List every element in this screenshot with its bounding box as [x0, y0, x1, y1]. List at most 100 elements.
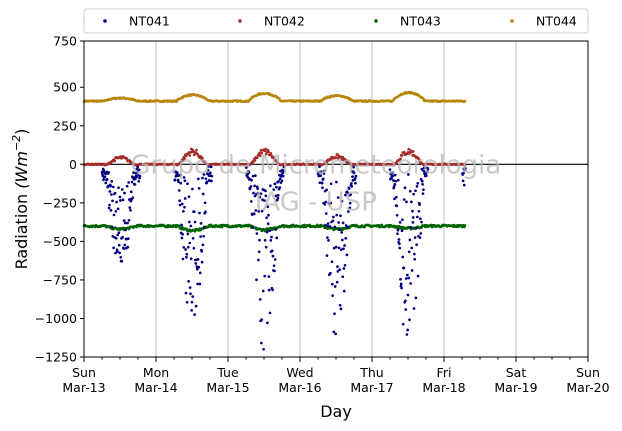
nt041-point	[418, 236, 422, 239]
nt041-point	[410, 269, 414, 272]
nt041-point	[267, 288, 271, 292]
nt041-point	[407, 173, 410, 176]
nt041-point	[336, 265, 339, 268]
nt041-point	[340, 231, 343, 234]
nt042-point	[201, 156, 204, 160]
nt042-point	[407, 147, 411, 151]
nt041-point	[204, 210, 207, 214]
y-tick-label: 250	[53, 118, 77, 133]
nt041-point	[354, 174, 358, 178]
nt041-point	[332, 215, 335, 219]
nt041-point	[137, 179, 141, 183]
nt041-point	[354, 181, 357, 185]
nt041-point	[254, 209, 258, 212]
nt041-point	[183, 197, 187, 200]
nt042-point	[400, 154, 404, 157]
nt041-point	[391, 174, 395, 178]
nt041-point	[324, 212, 328, 215]
nt041-point	[101, 174, 105, 178]
y-axis-title-close: )	[12, 129, 31, 135]
nt041-point	[331, 294, 334, 297]
nt041-point	[414, 189, 417, 193]
legend-label: NT041	[129, 14, 170, 29]
nt041-point	[181, 232, 184, 236]
nt041-point	[129, 208, 132, 212]
nt041-point	[268, 311, 272, 315]
nt041-point	[410, 200, 413, 204]
x-tick-label-date: Mar-14	[134, 380, 177, 395]
nt042-point	[195, 148, 198, 152]
nt042-point	[258, 154, 262, 158]
nt041-point	[123, 243, 127, 247]
nt041-point	[116, 207, 120, 211]
nt041-point	[258, 195, 262, 199]
nt042-point	[113, 159, 117, 163]
x-tick-label-date: Mar-15	[206, 380, 249, 395]
nt041-point	[329, 182, 333, 186]
nt041-point	[263, 274, 267, 278]
nt041-point	[191, 187, 194, 191]
nt041-point	[333, 285, 337, 288]
nt041-point	[122, 247, 126, 251]
nt041-point	[116, 233, 120, 237]
nt041-point	[200, 260, 204, 264]
nt041-point	[263, 239, 267, 242]
y-tick-label: 500	[53, 80, 77, 95]
nt041-point	[180, 202, 184, 206]
nt041-point	[127, 181, 130, 184]
nt041-point	[181, 257, 185, 261]
x-tick-label-day: Fri	[437, 365, 452, 380]
x-tick-label-day: Sun	[576, 365, 600, 380]
nt041-point	[207, 165, 210, 168]
nt042-point	[399, 157, 402, 161]
nt041-point	[317, 170, 320, 174]
nt041-point	[413, 257, 417, 261]
nt041-point	[411, 216, 415, 219]
nt041-point	[405, 333, 409, 336]
nt042-point	[253, 159, 257, 162]
nt041-point	[395, 195, 398, 199]
nt043-point	[463, 224, 467, 227]
x-tick-label-date: Mar-16	[278, 380, 321, 395]
nt041-point	[421, 183, 424, 186]
nt041-point	[202, 234, 205, 238]
nt041-point	[341, 221, 345, 225]
nt042-point	[125, 157, 129, 160]
nt041-point	[194, 262, 198, 265]
x-tick-label-day: Wed	[286, 365, 313, 380]
nt041-point	[209, 165, 213, 169]
legend-marker	[374, 19, 378, 23]
y-axis-title: Radiation (Wm−2)	[10, 129, 31, 270]
nt041-point	[342, 247, 345, 251]
nt042-point	[188, 154, 192, 157]
nt042-point	[417, 158, 421, 161]
nt041-point	[269, 184, 272, 188]
nt041-point	[282, 165, 286, 169]
nt041-point	[102, 178, 105, 182]
nt041-point	[197, 265, 201, 269]
nt041-point	[282, 169, 285, 173]
nt041-point	[138, 174, 142, 178]
nt042-point	[269, 151, 273, 155]
nt041-point	[183, 205, 186, 209]
nt041-point	[255, 232, 259, 235]
nt041-point	[393, 173, 397, 177]
nt041-point	[137, 168, 141, 172]
nt041-point	[203, 201, 207, 205]
nt042-point	[260, 151, 264, 155]
nt041-point	[266, 321, 269, 325]
nt041-point	[406, 293, 410, 297]
nt041-point	[189, 257, 193, 261]
nt041-point	[330, 282, 334, 286]
nt041-point	[259, 192, 263, 196]
nt041-point	[318, 165, 321, 169]
nt041-point	[264, 245, 268, 249]
nt041-point	[197, 186, 201, 190]
nt041-point	[409, 282, 412, 285]
nt041-point	[405, 200, 408, 204]
nt041-point	[396, 228, 400, 232]
nt041-point	[275, 236, 279, 240]
nt043-point	[420, 226, 423, 229]
nt041-point	[394, 179, 397, 183]
nt041-point	[325, 188, 328, 192]
